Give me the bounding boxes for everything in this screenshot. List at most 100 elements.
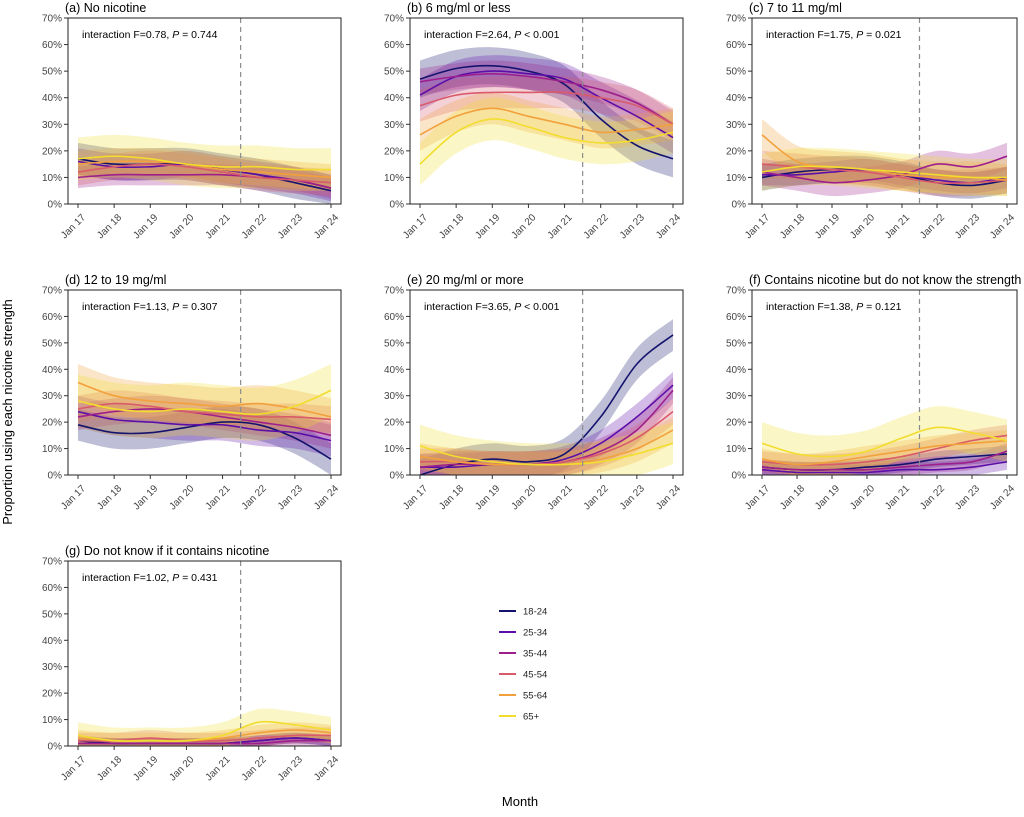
x-tick-label: Jan 20: [509, 483, 538, 512]
x-tick-label: Jan 18: [778, 212, 807, 241]
ci-band-65+: [78, 708, 331, 746]
y-tick-label: 30%: [384, 120, 404, 131]
panel-c: (c) 7 to 11 mg/ml 0% 10% 20% 30% 40% 50% 60% 70%…: [726, 1, 1018, 241]
y-tick-label: 60%: [726, 40, 746, 51]
x-tick-label: Jan 19: [813, 483, 842, 512]
series-line-65+: [419, 442, 674, 466]
y-tick-label: 20%: [726, 418, 746, 429]
panel-e: (e) 20 mg/ml or more 0% 10% 20% 30% 40% 50% 60%…: [384, 273, 684, 512]
y-tick-label: 70%: [384, 286, 404, 297]
x-tick-label: Jan 22: [918, 212, 947, 241]
series-line-25-34: [761, 461, 1008, 474]
plot-area: [761, 119, 1008, 199]
y-tick-label: 10%: [384, 173, 404, 184]
panel-frame: [67, 289, 342, 476]
plot-area: [77, 134, 332, 204]
panel-title: (c) 7 to 11 mg/ml: [749, 1, 842, 15]
x-tick-label: Jan 17: [743, 212, 772, 241]
y-tick-label: 30%: [726, 391, 746, 402]
interaction-annotation: interaction F=1.13, P = 0.307: [82, 301, 218, 313]
y-tick-label: 0%: [732, 200, 747, 211]
ci-band-35-44: [420, 60, 673, 138]
x-tick-label: Jan 19: [131, 754, 160, 783]
panel-d: (d) 12 to 19 mg/ml 0% 10% 20% 30% 40% 50% 60% 70…: [42, 273, 342, 512]
y-tick-label: 20%: [42, 146, 62, 157]
x-tick-label: Jan 24: [312, 212, 341, 241]
annotation-prefix: interaction F=3.65,: [424, 301, 514, 313]
y-tick-label: 40%: [42, 365, 62, 376]
annotation-prefix: interaction F=1.75,: [766, 29, 856, 41]
y-tick-label: 20%: [42, 418, 62, 429]
annotation-prefix: interaction F=1.38,: [766, 301, 856, 313]
x-tick-label: Jan 24: [654, 483, 683, 512]
ci-band-25-34: [762, 158, 1007, 194]
x-tick-label: Jan 22: [918, 483, 947, 512]
panel-title: (g) Do not know if it contains nicotine: [65, 544, 269, 558]
y-tick-label: 50%: [42, 67, 62, 78]
panel-f: (f) Contains nicotine but do not know th…: [726, 273, 1021, 512]
y-tick-label: 40%: [42, 636, 62, 647]
ci-band-25-34: [420, 55, 673, 154]
y-axis-title: Proportion using each nicotine strength: [0, 299, 15, 524]
annotation-p-label: P: [856, 29, 863, 41]
y-tick-label: 0%: [48, 471, 63, 482]
series-line-45-54: [77, 163, 332, 184]
panel-b: (b) 6 mg/ml or less 0% 10% 20% 30% 40% 50% 60% 7…: [384, 1, 684, 241]
panel-title: (b) 6 mg/ml or less: [407, 1, 511, 15]
annotation-p-label: P: [172, 572, 179, 584]
ci-band-65+: [762, 406, 1007, 475]
y-tick-label: 50%: [384, 338, 404, 349]
x-tick-label: Jan 17: [59, 212, 88, 241]
interaction-annotation: interaction F=0.78, P = 0.744: [82, 29, 218, 41]
panel-frame: [751, 17, 1018, 205]
y-tick-label: 0%: [48, 200, 63, 211]
y-tick-label: 60%: [42, 583, 62, 594]
x-tick-label: Jan 20: [167, 483, 196, 512]
x-tick-label: Jan 17: [743, 483, 772, 512]
x-tick-label: Jan 21: [883, 483, 912, 512]
x-tick-label: Jan 20: [167, 212, 196, 241]
y-tick-label: 60%: [384, 312, 404, 323]
y-tick-label: 0%: [732, 471, 747, 482]
x-tick-label: Jan 19: [473, 483, 502, 512]
panel-frame: [409, 289, 684, 476]
x-tick-label: Jan 23: [276, 754, 305, 783]
series-line-35-44: [761, 155, 1008, 184]
y-tick-label: 50%: [42, 338, 62, 349]
ci-band-35-44: [762, 142, 1007, 197]
x-tick-label: Jan 21: [883, 212, 912, 241]
y-tick-label: 40%: [384, 93, 404, 104]
x-tick-label: Jan 24: [312, 754, 341, 783]
y-tick-label: 60%: [726, 312, 746, 323]
interaction-annotation: interaction F=2.64, P < 0.001: [424, 29, 560, 41]
interaction-annotation: interaction F=1.02, P = 0.431: [82, 572, 218, 584]
y-tick-label: 70%: [42, 14, 62, 25]
x-tick-label: Jan 22: [240, 754, 269, 783]
annotation-p-value: < 0.001: [521, 301, 559, 313]
x-tick-label: Jan 23: [953, 483, 982, 512]
ci-band-45-54: [762, 150, 1007, 197]
x-tick-label: Jan 21: [204, 754, 233, 783]
ci-band-18-24: [420, 319, 673, 475]
annotation-p-label: P: [172, 301, 179, 313]
ci-band-55-64: [420, 92, 673, 151]
panel-title: (a) No nicotine: [65, 1, 146, 15]
ci-band-35-44: [762, 443, 1007, 475]
x-tick-label: Jan 19: [473, 212, 502, 241]
x-tick-label: Jan 22: [240, 212, 269, 241]
series-line-45-54: [419, 91, 674, 126]
y-tick-label: 30%: [726, 120, 746, 131]
x-tick-label: Jan 18: [95, 754, 124, 783]
legend-label: 25-34: [523, 628, 547, 639]
x-tick-label: Jan 22: [240, 483, 269, 512]
annotation-p-label: P: [856, 301, 863, 313]
series-line-25-34: [77, 410, 332, 442]
x-tick-label: Jan 22: [582, 212, 611, 241]
x-tick-label: Jan 20: [167, 754, 196, 783]
series-line-45-54: [77, 402, 332, 421]
x-tick-label: Jan 18: [437, 212, 466, 241]
y-tick-label: 0%: [390, 471, 405, 482]
panel-title: (e) 20 mg/ml or more: [407, 273, 524, 287]
